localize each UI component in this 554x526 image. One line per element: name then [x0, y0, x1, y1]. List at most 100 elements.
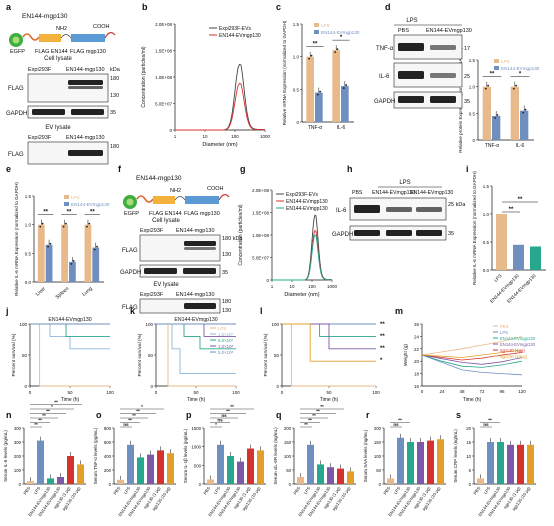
- y-tick-label: 200: [284, 426, 292, 431]
- x-tick-label: 50: [193, 390, 199, 395]
- bar: [217, 444, 224, 484]
- x-tick-label: 100: [372, 390, 380, 395]
- bar: [492, 116, 501, 140]
- bar: [61, 224, 68, 282]
- lane-label: EN144-mgp130: [176, 292, 215, 298]
- blot-band: [386, 230, 412, 236]
- blot-band: [430, 96, 456, 103]
- y-tick-label: 0.5: [293, 87, 300, 92]
- y-tick-label: 1.5: [469, 58, 476, 63]
- group-label: LPS: [393, 486, 402, 496]
- sig-label: **: [312, 413, 316, 418]
- point: [39, 225, 42, 228]
- y-tick-label: 1.5: [293, 22, 300, 27]
- x-tick-label: 10: [289, 284, 295, 289]
- nh2-label: NH2: [170, 188, 181, 194]
- group-label: PBS: [22, 486, 31, 496]
- h-il6-blot: [349, 197, 447, 221]
- bar: [137, 457, 144, 484]
- legend-entry: 1.0×10⁸: [218, 344, 234, 349]
- sig-label: **: [518, 197, 523, 203]
- y-tick-label: 50: [274, 353, 280, 358]
- a-flag-blot: [27, 73, 109, 103]
- marker: 130: [222, 252, 231, 258]
- point: [88, 222, 91, 225]
- y-tick-label: 1.5E+08: [252, 211, 269, 216]
- panel_g: 2.0E+08 1.5E+08 1.0E+08 5.0E+07 01 10 100 1000 D…: [238, 188, 338, 298]
- panel-letter-s: s: [456, 410, 461, 420]
- x-tick-label: 100: [308, 284, 316, 289]
- y-tick-label: 150: [374, 440, 382, 445]
- blot-band: [354, 205, 380, 213]
- egfp-label: EGFP: [124, 211, 139, 217]
- series-line-0: [272, 214, 333, 281]
- legend-entry: PBS: [500, 324, 509, 329]
- row-label: GAPDH: [6, 111, 27, 117]
- lane-label: Expi293F: [28, 135, 52, 141]
- x-tick-label: 100: [231, 134, 239, 139]
- blot-band: [183, 268, 216, 274]
- point: [522, 111, 525, 114]
- x-tick-label: 100: [106, 390, 114, 395]
- mgp130-bar: [71, 34, 105, 42]
- linker2: [60, 34, 72, 39]
- panel-letter-f: f: [118, 164, 122, 174]
- point: [342, 87, 345, 89]
- y-tick-label: 0: [379, 482, 382, 487]
- x-tick-label: 120: [518, 389, 526, 394]
- a-gapdh-blot: [27, 105, 109, 119]
- point: [308, 57, 311, 60]
- lane-label: EN144-mgp130: [66, 67, 105, 73]
- bar: [482, 86, 491, 140]
- lane-label: Expi293F: [140, 228, 164, 234]
- y-tick-label: 0.5: [25, 251, 32, 256]
- y-tick-label: 100: [374, 454, 382, 459]
- blot-band: [184, 241, 216, 246]
- legend-entry: sgp130 (1μg): [500, 348, 525, 353]
- y-axis-label: Serum IL-1β levels (pg/mL): [183, 428, 188, 483]
- bar: [67, 456, 74, 484]
- row-label: FLAG: [122, 305, 138, 311]
- legend-swatch: [314, 30, 319, 34]
- point: [524, 108, 527, 111]
- bar: [167, 453, 174, 484]
- sig-label: **: [320, 404, 324, 409]
- sig-label: **: [308, 418, 312, 423]
- row-label: GAPDH: [332, 232, 353, 238]
- bar: [147, 454, 154, 484]
- bar: [37, 224, 45, 282]
- bar: [117, 479, 124, 484]
- bar: [92, 247, 100, 282]
- blot-band: [71, 109, 104, 115]
- cooh-label: COOH: [93, 24, 110, 30]
- legend-swatch: [64, 202, 69, 206]
- bar: [332, 50, 340, 123]
- row-label: FLAG: [8, 86, 24, 92]
- sig-label: **: [43, 210, 48, 216]
- row-label: FLAG: [122, 248, 138, 254]
- category-label: Spleen: [54, 286, 70, 301]
- point: [512, 87, 515, 90]
- point: [72, 260, 75, 262]
- blot-band: [416, 230, 442, 236]
- panel_b: 2.0E+08 1.5E+08 1.0E+08 5.0E+07 01 10 100 1000 D…: [141, 22, 271, 148]
- ev-lysate-label: EV lysate: [45, 125, 71, 131]
- x-axis-label: Time (h): [463, 397, 482, 403]
- y-tick-label: 200: [104, 468, 112, 473]
- d-il6-blot: [393, 62, 463, 88]
- bar: [315, 92, 323, 122]
- group-label: PBS: [202, 486, 211, 496]
- y-tick-label: 1.0: [25, 223, 32, 228]
- marker: 130: [222, 308, 231, 314]
- x-axis-label: Time (h): [187, 397, 206, 403]
- group-label: LPS: [33, 486, 42, 496]
- x-tick-label: 0: [155, 390, 158, 395]
- sig-label: *: [340, 35, 343, 41]
- sig-label: **: [488, 418, 492, 423]
- bar: [37, 440, 44, 484]
- marker: 35: [110, 110, 116, 116]
- bar: [47, 478, 54, 484]
- y-tick-label: 100: [14, 468, 22, 473]
- legend-entry: 5.0×10⁷: [218, 338, 234, 343]
- lane-label: PBS: [398, 28, 409, 34]
